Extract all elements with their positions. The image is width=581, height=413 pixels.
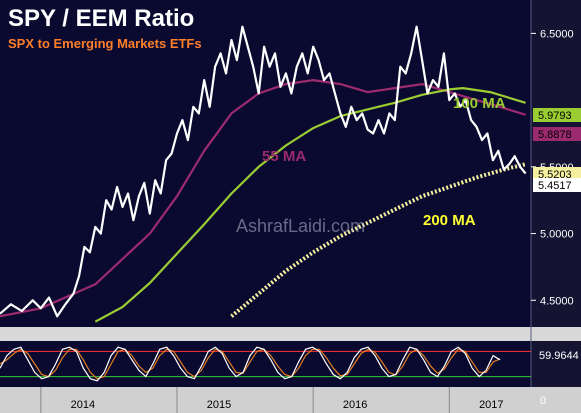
last-value-tag-text: 5.4517 [538, 180, 572, 192]
last-value-tag [533, 108, 581, 122]
series-line-200-ma [230, 162, 527, 318]
x-tick-label: 2015 [207, 399, 231, 411]
x-tick-label: 2016 [343, 399, 367, 411]
chart-subtitle: SPX to Emerging Markets ETFs [8, 36, 202, 51]
x-tick-label: 2014 [71, 399, 95, 411]
oscillator-k-line [0, 346, 501, 382]
x-axis-ticks: 2014 2015 2016 2017 [40, 387, 504, 413]
ma-label-55: 55 MA [262, 148, 306, 165]
watermark-text: AshrafLaidi.com [236, 216, 365, 236]
ma-label-200: 200 MA [423, 212, 476, 229]
series-line-spy-eem [0, 25, 527, 318]
series-layer [0, 25, 527, 323]
last-value-tag-text: 5.9793 [538, 110, 572, 122]
oscillator-background [0, 341, 531, 387]
oscillator-zero-tick: 0 [540, 395, 546, 407]
ma-label-100: 100 MA [453, 95, 506, 112]
y-tick-label: 6.5000 [540, 28, 574, 40]
last-value-tag [533, 127, 581, 141]
y-tick-label: 5.0000 [540, 229, 574, 241]
last-value-tag-text: 5.8878 [538, 129, 572, 141]
price-axis-background [531, 0, 581, 327]
x-tick-label: 2017 [479, 399, 503, 411]
oscillator-value-text: 59.9644 [539, 350, 579, 362]
oscillator-value-tag [533, 348, 581, 362]
last-value-tag [533, 167, 581, 181]
oscillator-axis-background [531, 341, 581, 387]
pane-separator [0, 327, 581, 341]
y-tick-label: 4.5000 [540, 295, 574, 307]
time-axis-background [0, 387, 581, 413]
chart-title: SPY / EEM Ratio [8, 5, 194, 32]
series-line-100-ma [94, 87, 526, 323]
oscillator-layer [0, 346, 531, 382]
last-value-tag [533, 178, 581, 192]
